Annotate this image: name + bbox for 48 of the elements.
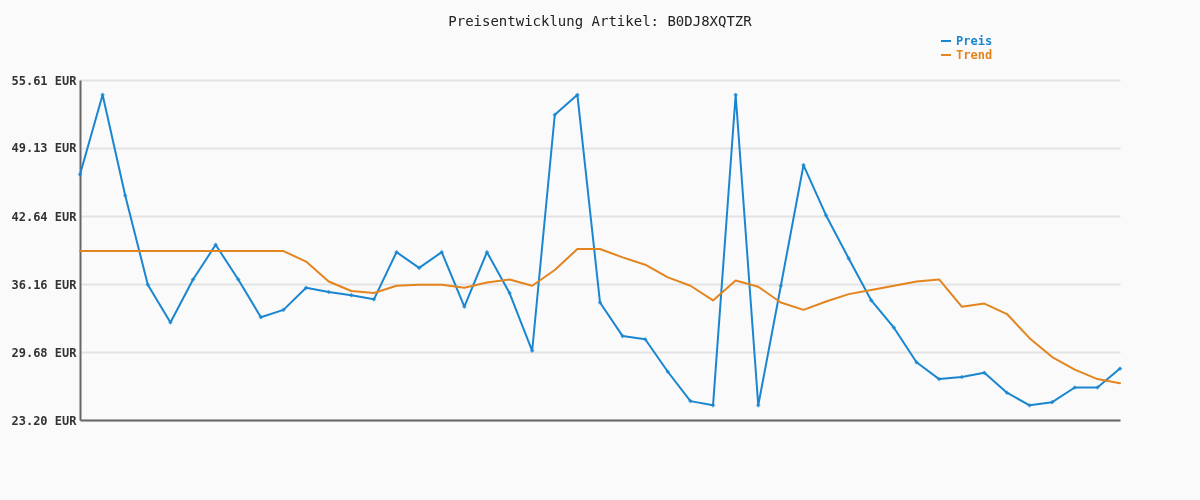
point xyxy=(1027,402,1032,408)
chart-title: Preisentwicklung Artikel: B0DJ8XQTZR xyxy=(448,13,753,29)
y-tick-label: 49.13 EUR xyxy=(11,141,78,156)
point xyxy=(868,298,874,303)
point xyxy=(688,398,693,404)
point xyxy=(1004,390,1010,396)
point xyxy=(258,314,264,320)
point xyxy=(823,213,829,218)
point xyxy=(710,402,716,408)
y-tick-label: 23.20 EUR xyxy=(11,413,78,428)
point xyxy=(168,320,173,325)
point xyxy=(371,297,377,302)
y-tick-label: 55.61 EUR xyxy=(11,73,78,88)
point xyxy=(846,256,852,261)
point xyxy=(462,304,467,310)
point xyxy=(755,402,761,408)
point xyxy=(145,282,151,288)
y-tick-label: 42.64 EUR xyxy=(11,209,78,224)
point xyxy=(484,249,490,255)
line-series xyxy=(79,248,1121,385)
point xyxy=(122,193,128,198)
point xyxy=(213,242,218,248)
point xyxy=(529,348,535,354)
point xyxy=(1049,399,1055,405)
point xyxy=(552,112,558,118)
point xyxy=(281,307,286,313)
point xyxy=(1072,385,1078,390)
point xyxy=(439,249,445,255)
point xyxy=(891,325,897,331)
point xyxy=(665,369,671,375)
legend-label: Preis xyxy=(956,34,993,48)
point xyxy=(575,92,580,98)
point xyxy=(982,370,987,376)
point xyxy=(733,92,738,98)
point xyxy=(936,376,942,382)
point xyxy=(642,336,648,342)
y-tick-label: 36.16 EUR xyxy=(11,277,78,292)
point xyxy=(1095,385,1100,390)
point xyxy=(235,277,241,282)
point xyxy=(303,285,309,291)
point xyxy=(416,265,422,271)
point xyxy=(326,289,332,295)
point xyxy=(778,283,784,289)
point xyxy=(914,359,919,365)
y-tick-label: 29.68 EUR xyxy=(11,345,78,360)
legend-label: Trend xyxy=(956,48,993,62)
point xyxy=(959,374,965,380)
point xyxy=(394,249,399,255)
